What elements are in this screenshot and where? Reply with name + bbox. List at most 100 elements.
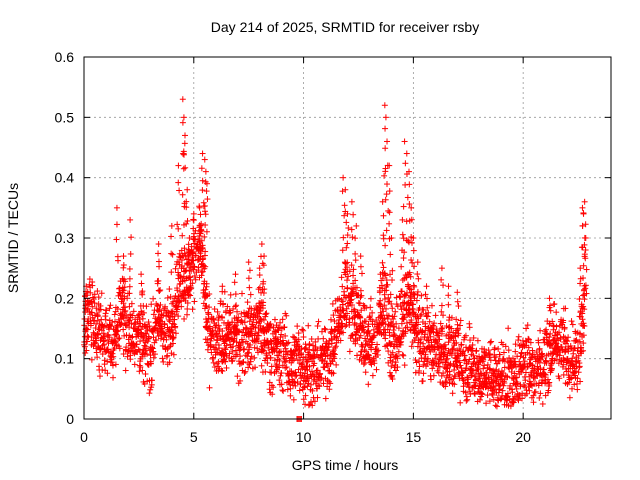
- data-point: [301, 384, 308, 391]
- data-point: [165, 309, 172, 316]
- data-point: [169, 329, 176, 336]
- data-point: [309, 402, 316, 409]
- data-point: [283, 355, 290, 362]
- data-point: [198, 165, 205, 172]
- data-point: [196, 238, 203, 245]
- data-point: [104, 358, 111, 365]
- data-point: [352, 257, 359, 264]
- data-point: [279, 387, 286, 394]
- data-point: [484, 392, 491, 399]
- data-point: [190, 216, 197, 223]
- data-point: [140, 334, 147, 341]
- data-point: [270, 384, 277, 391]
- data-point: [120, 326, 127, 333]
- data-point: [312, 343, 319, 350]
- data-point: [314, 322, 321, 329]
- data-point: [187, 285, 194, 292]
- data-point: [369, 372, 376, 379]
- data-point: [285, 339, 292, 346]
- data-point: [329, 300, 336, 307]
- data-point: [322, 343, 329, 350]
- data-point: [189, 280, 196, 287]
- data-point: [239, 290, 246, 297]
- data-point: [271, 357, 278, 364]
- data-point: [457, 317, 464, 324]
- data-point: [341, 288, 348, 295]
- data-point: [197, 250, 204, 257]
- data-point: [184, 186, 191, 193]
- data-point: [305, 322, 312, 329]
- data-point: [282, 364, 289, 371]
- data-point: [157, 301, 164, 308]
- data-point: [104, 370, 111, 377]
- data-point: [383, 227, 390, 234]
- data-point: [147, 352, 154, 359]
- data-point: [186, 235, 193, 241]
- data-point: [140, 346, 147, 353]
- data-point: [539, 400, 546, 407]
- data-point: [341, 202, 348, 209]
- data-point: [191, 263, 198, 270]
- data-point: [295, 366, 302, 373]
- data-point: [357, 263, 364, 270]
- data-point: [357, 253, 364, 260]
- data-point: [312, 338, 319, 345]
- data-point: [569, 321, 576, 328]
- data-point: [199, 177, 206, 184]
- data-point: [246, 361, 253, 368]
- data-point: [290, 396, 297, 403]
- data-point: [127, 250, 134, 257]
- data-point: [98, 290, 105, 297]
- data-point: [540, 366, 547, 373]
- data-point: [128, 234, 135, 241]
- data-point: [466, 324, 473, 331]
- data-point: [192, 252, 199, 259]
- data-point: [120, 261, 127, 268]
- data-point: [285, 371, 292, 378]
- data-point: [343, 219, 350, 226]
- data-point: [258, 362, 265, 369]
- data-point: [176, 288, 183, 295]
- data-point: [403, 218, 410, 225]
- data-point: [304, 367, 311, 374]
- data-point: [266, 325, 273, 332]
- data-point: [168, 222, 175, 229]
- data-point: [114, 257, 121, 264]
- data-point: [277, 319, 284, 326]
- y-axis-label: SRMTID / TECUs: [5, 183, 21, 293]
- data-point: [113, 221, 120, 228]
- data-point: [322, 395, 329, 402]
- data-point: [224, 331, 231, 338]
- data-point: [423, 283, 430, 290]
- data-point: [301, 373, 308, 380]
- data-point: [232, 271, 239, 278]
- data-point: [300, 396, 307, 403]
- data-point: [403, 150, 410, 157]
- data-point: [190, 217, 197, 224]
- data-point: [382, 335, 389, 342]
- data-point: [579, 204, 586, 211]
- data-point: [181, 140, 188, 147]
- data-point: [143, 324, 150, 331]
- data-point: [234, 373, 241, 380]
- x-tick-label: 20: [515, 429, 531, 445]
- data-point: [313, 378, 320, 385]
- data-point: [126, 265, 133, 272]
- data-point: [129, 312, 136, 319]
- data-point: [184, 300, 191, 307]
- data-point: [245, 275, 252, 282]
- data-point: [91, 300, 98, 307]
- data-point: [382, 114, 389, 121]
- data-point: [169, 340, 176, 347]
- data-point: [85, 301, 92, 308]
- data-point: [191, 272, 198, 279]
- data-point: [320, 335, 327, 342]
- data-point: [221, 345, 228, 352]
- data-point: [119, 311, 126, 318]
- data-point: [358, 270, 365, 277]
- data-point: [455, 303, 462, 310]
- data-point: [175, 313, 182, 320]
- data-point: [197, 211, 204, 218]
- data-point: [142, 370, 149, 377]
